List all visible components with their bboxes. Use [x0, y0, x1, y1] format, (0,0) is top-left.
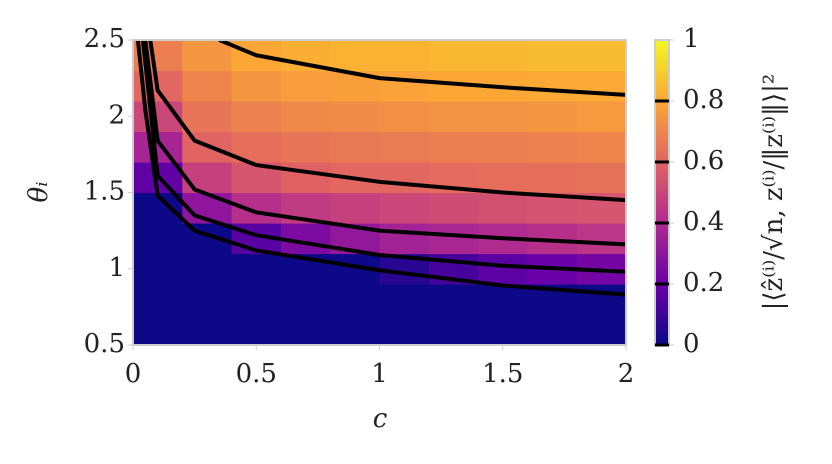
heat-cell	[280, 131, 331, 163]
heat-cell	[379, 131, 430, 163]
heat-cell	[330, 314, 381, 345]
heat-cell	[330, 131, 381, 163]
heat-cell	[428, 284, 479, 316]
heat-cell	[478, 314, 528, 345]
heat-cell	[428, 223, 479, 255]
heat-cell	[527, 131, 578, 163]
x-tick-label: 2	[618, 359, 635, 389]
heat-cell	[379, 192, 430, 224]
heat-cell	[379, 40, 430, 72]
heat-cell	[379, 314, 430, 345]
contour-line	[135, 40, 626, 297]
heat-cell	[182, 70, 233, 102]
colorbar-tick-label: 0	[683, 329, 700, 359]
heat-cell	[330, 101, 381, 133]
colorbar-tick-label: 0.4	[683, 207, 724, 237]
colorbar-label: |⟨ẑ⁽ⁱ⁾/√n, z⁽ⁱ⁾/‖z⁽ⁱ⁾‖⟩|²	[759, 74, 789, 311]
heat-cell	[182, 253, 233, 285]
contours	[135, 40, 626, 297]
heat-cell	[576, 40, 626, 72]
y-tick-label: 2.5	[84, 24, 125, 54]
y-axis-label: θᵢ	[24, 182, 54, 203]
heat-cell	[527, 40, 578, 72]
heat-cell	[280, 162, 331, 194]
heat-cell	[280, 70, 331, 102]
heat-cell	[280, 284, 331, 316]
heat-cell	[280, 314, 331, 345]
heat-cell	[231, 284, 282, 316]
heat-cell	[182, 101, 233, 133]
heat-cell	[231, 314, 282, 345]
heat-cell	[182, 40, 233, 72]
x-tick-label: 1.5	[482, 359, 523, 389]
heat-cell	[428, 192, 479, 224]
colorbar-tick-label: 1	[683, 24, 700, 54]
heat-cell	[478, 162, 528, 194]
heat-cell	[428, 101, 479, 133]
contour-line	[143, 40, 626, 247]
heat-cell	[576, 284, 626, 316]
heat-cell	[576, 223, 626, 255]
x-tick-label: 0	[125, 359, 142, 389]
heat-cell	[576, 162, 626, 194]
heat-cell	[330, 284, 381, 316]
heat-cell	[478, 284, 528, 316]
y-tick-label: 1.5	[84, 177, 125, 207]
heat-cell	[576, 314, 626, 345]
colorbar-tick-label: 0.6	[683, 146, 724, 176]
contour-line	[140, 40, 626, 274]
contour-line	[218, 40, 626, 97]
heat-cell	[478, 40, 528, 72]
heatmap	[133, 40, 626, 345]
colorbar-tick-label: 0.8	[683, 85, 724, 115]
colorbar-tick-label: 0.2	[683, 268, 724, 298]
heat-cell	[379, 162, 430, 194]
heat-cell	[330, 40, 381, 72]
heat-cell	[330, 192, 381, 224]
heat-cell	[527, 101, 578, 133]
heat-cell	[478, 101, 528, 133]
heat-cell	[478, 131, 528, 163]
heat-cell	[379, 70, 430, 102]
heat-cell	[527, 314, 578, 345]
heat-cell	[231, 101, 282, 133]
heat-cell	[428, 40, 479, 72]
y-tick-label: 1	[108, 253, 125, 283]
x-tick-label: 1	[371, 359, 388, 389]
heat-cell	[379, 101, 430, 133]
heat-cell	[133, 314, 183, 345]
heat-cell	[527, 70, 578, 102]
heat-cell	[478, 253, 528, 285]
heat-cell	[280, 101, 331, 133]
heat-cell	[182, 314, 233, 345]
heat-cell	[231, 70, 282, 102]
heat-cell	[478, 192, 528, 224]
heat-cell	[428, 131, 479, 163]
heat-cell	[231, 253, 282, 285]
y-tick-label: 0.5	[84, 329, 125, 359]
heat-cell	[527, 162, 578, 194]
heat-cell	[182, 162, 233, 194]
heat-cell	[379, 284, 430, 316]
heat-cell	[576, 131, 626, 163]
y-tick-label: 2	[108, 100, 125, 130]
heat-cell	[379, 223, 430, 255]
contour-line	[148, 40, 626, 203]
heat-cell	[576, 101, 626, 133]
heat-cell	[133, 223, 183, 255]
heat-cell	[133, 284, 183, 316]
heat-cell	[182, 284, 233, 316]
heat-cell	[576, 70, 626, 102]
heat-cell	[133, 253, 183, 285]
heat-cell	[428, 314, 479, 345]
x-axis-label: c	[373, 404, 388, 434]
x-tick-label: 0.5	[236, 359, 277, 389]
colorbar	[654, 39, 670, 346]
